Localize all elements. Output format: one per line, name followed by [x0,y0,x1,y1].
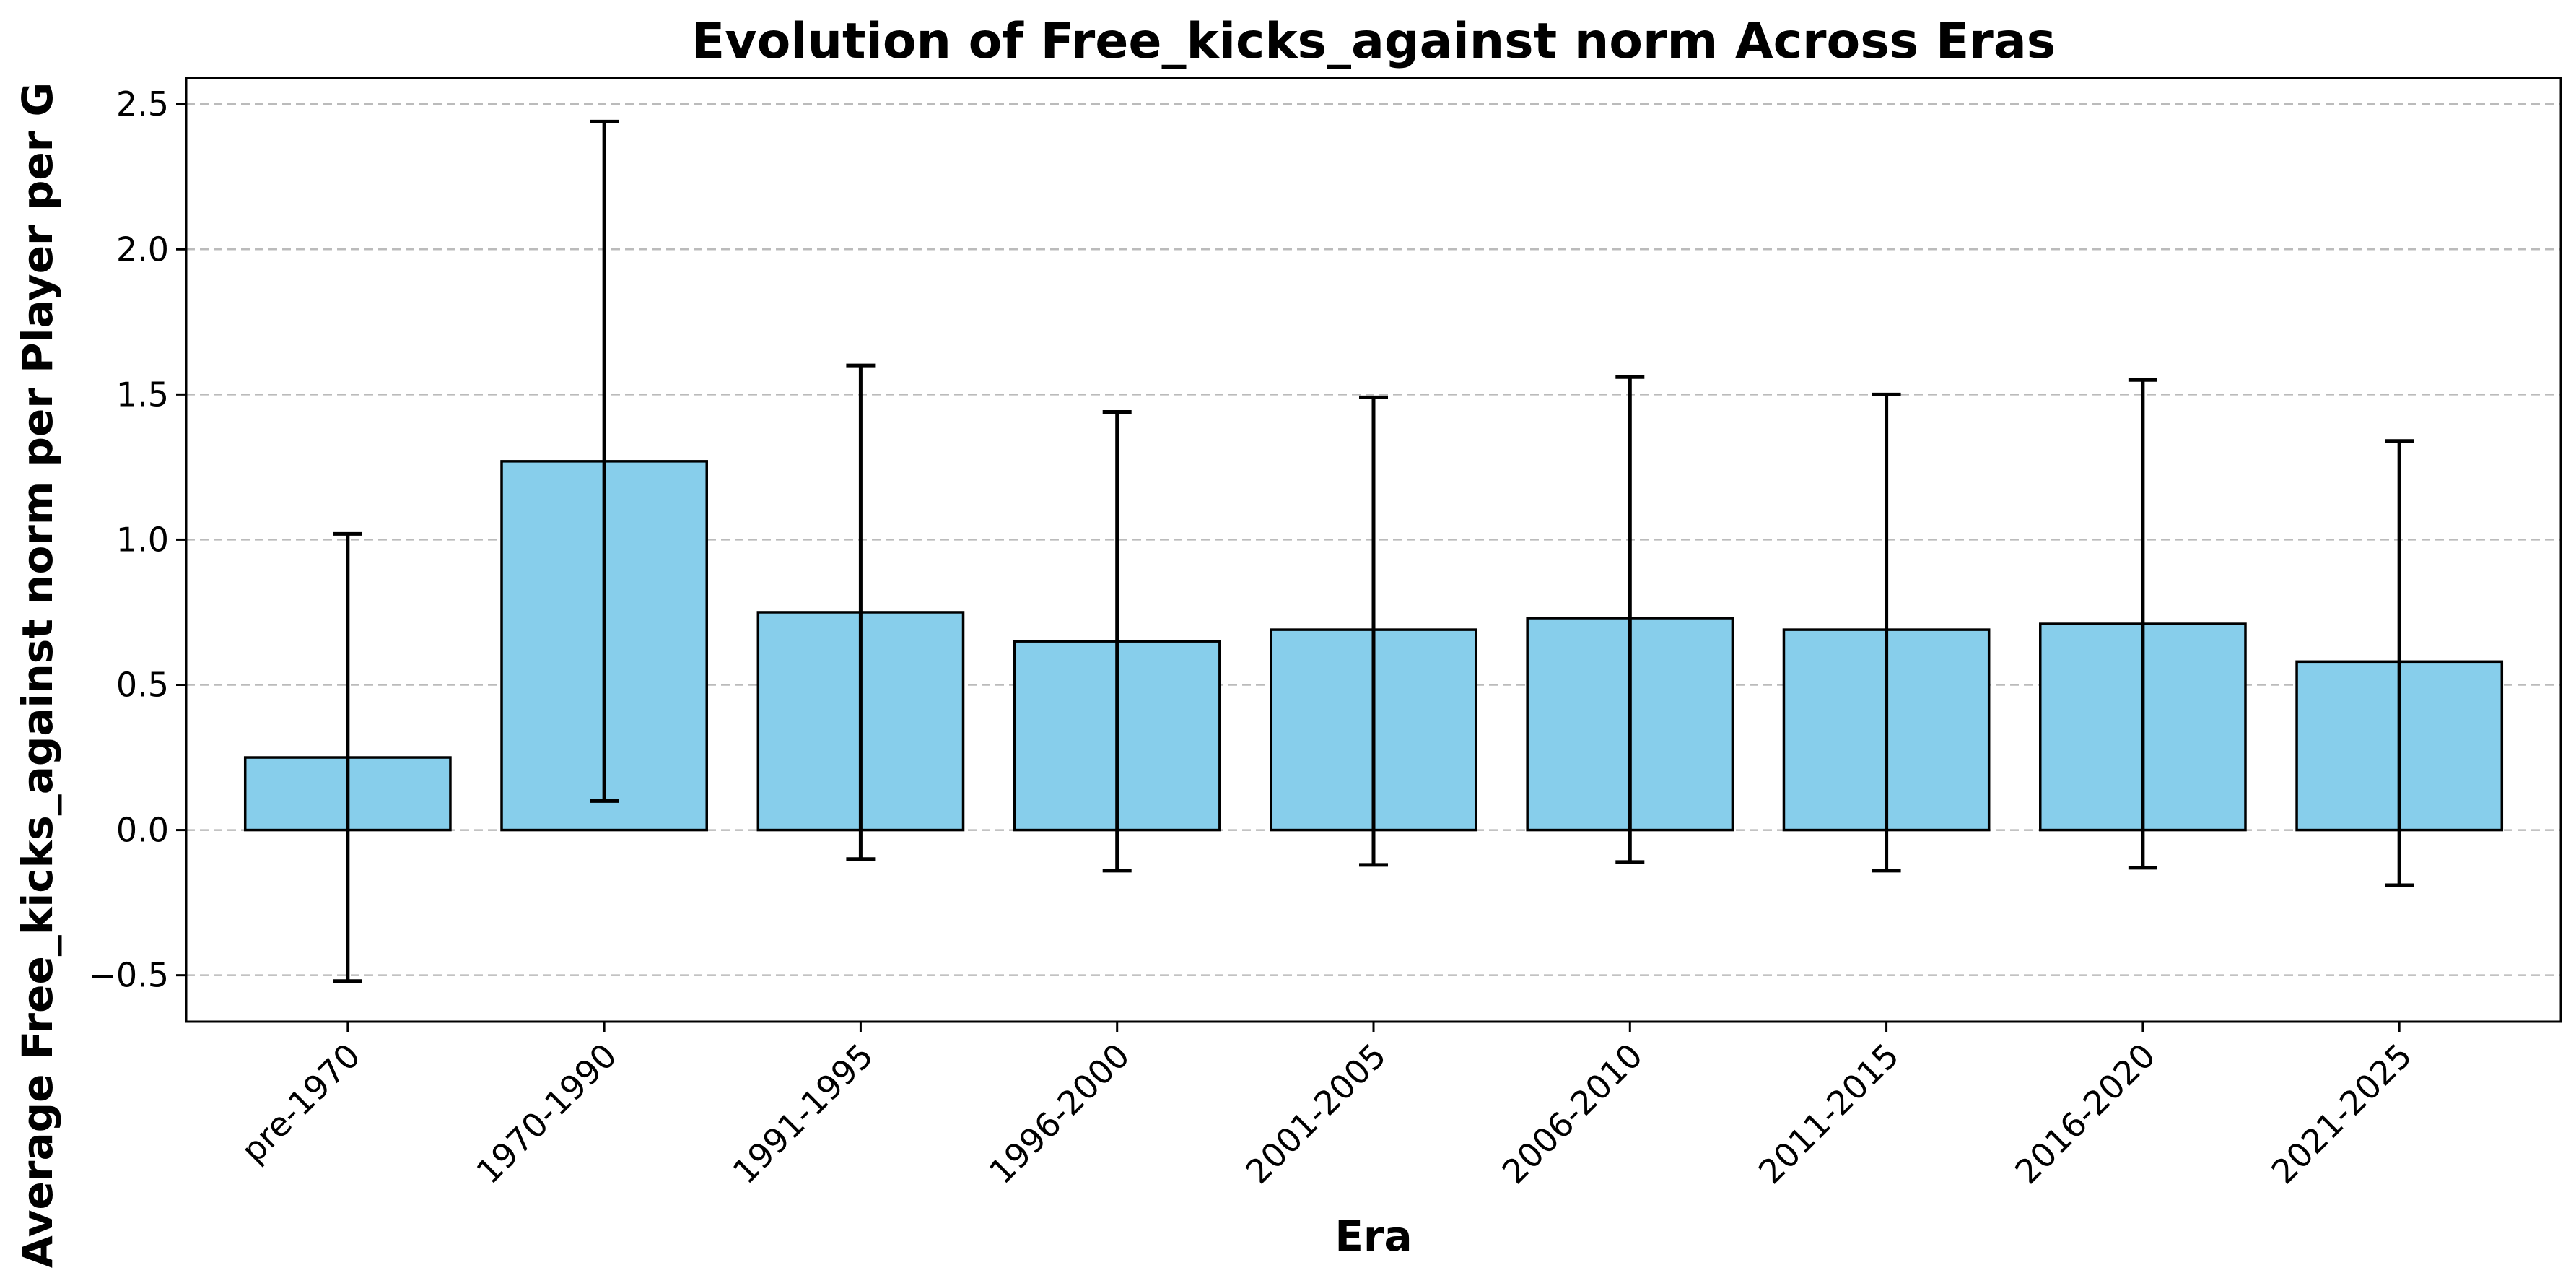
y-axis-label: Average Free_kicks_against norm per Play… [13,82,62,1268]
y-tick-label: 2.0 [116,230,169,269]
error-bars [333,119,2414,983]
y-tick-label: 2.5 [116,84,169,123]
y-tick-label: 1.5 [116,375,169,414]
x-axis-label: Era [1335,1212,1412,1261]
y-tick-label: 1.0 [116,520,169,559]
chart-title: Evolution of Free_kicks_against norm Acr… [691,13,2056,70]
y-tick-label: 0.5 [116,666,169,705]
y-axis-ticks: −0.5 0.0 0.5 1.0 1.5 2.0 2.5 [88,84,186,995]
y-tick-label: −0.5 [88,956,169,995]
y-tick-label: 0.0 [116,811,169,850]
